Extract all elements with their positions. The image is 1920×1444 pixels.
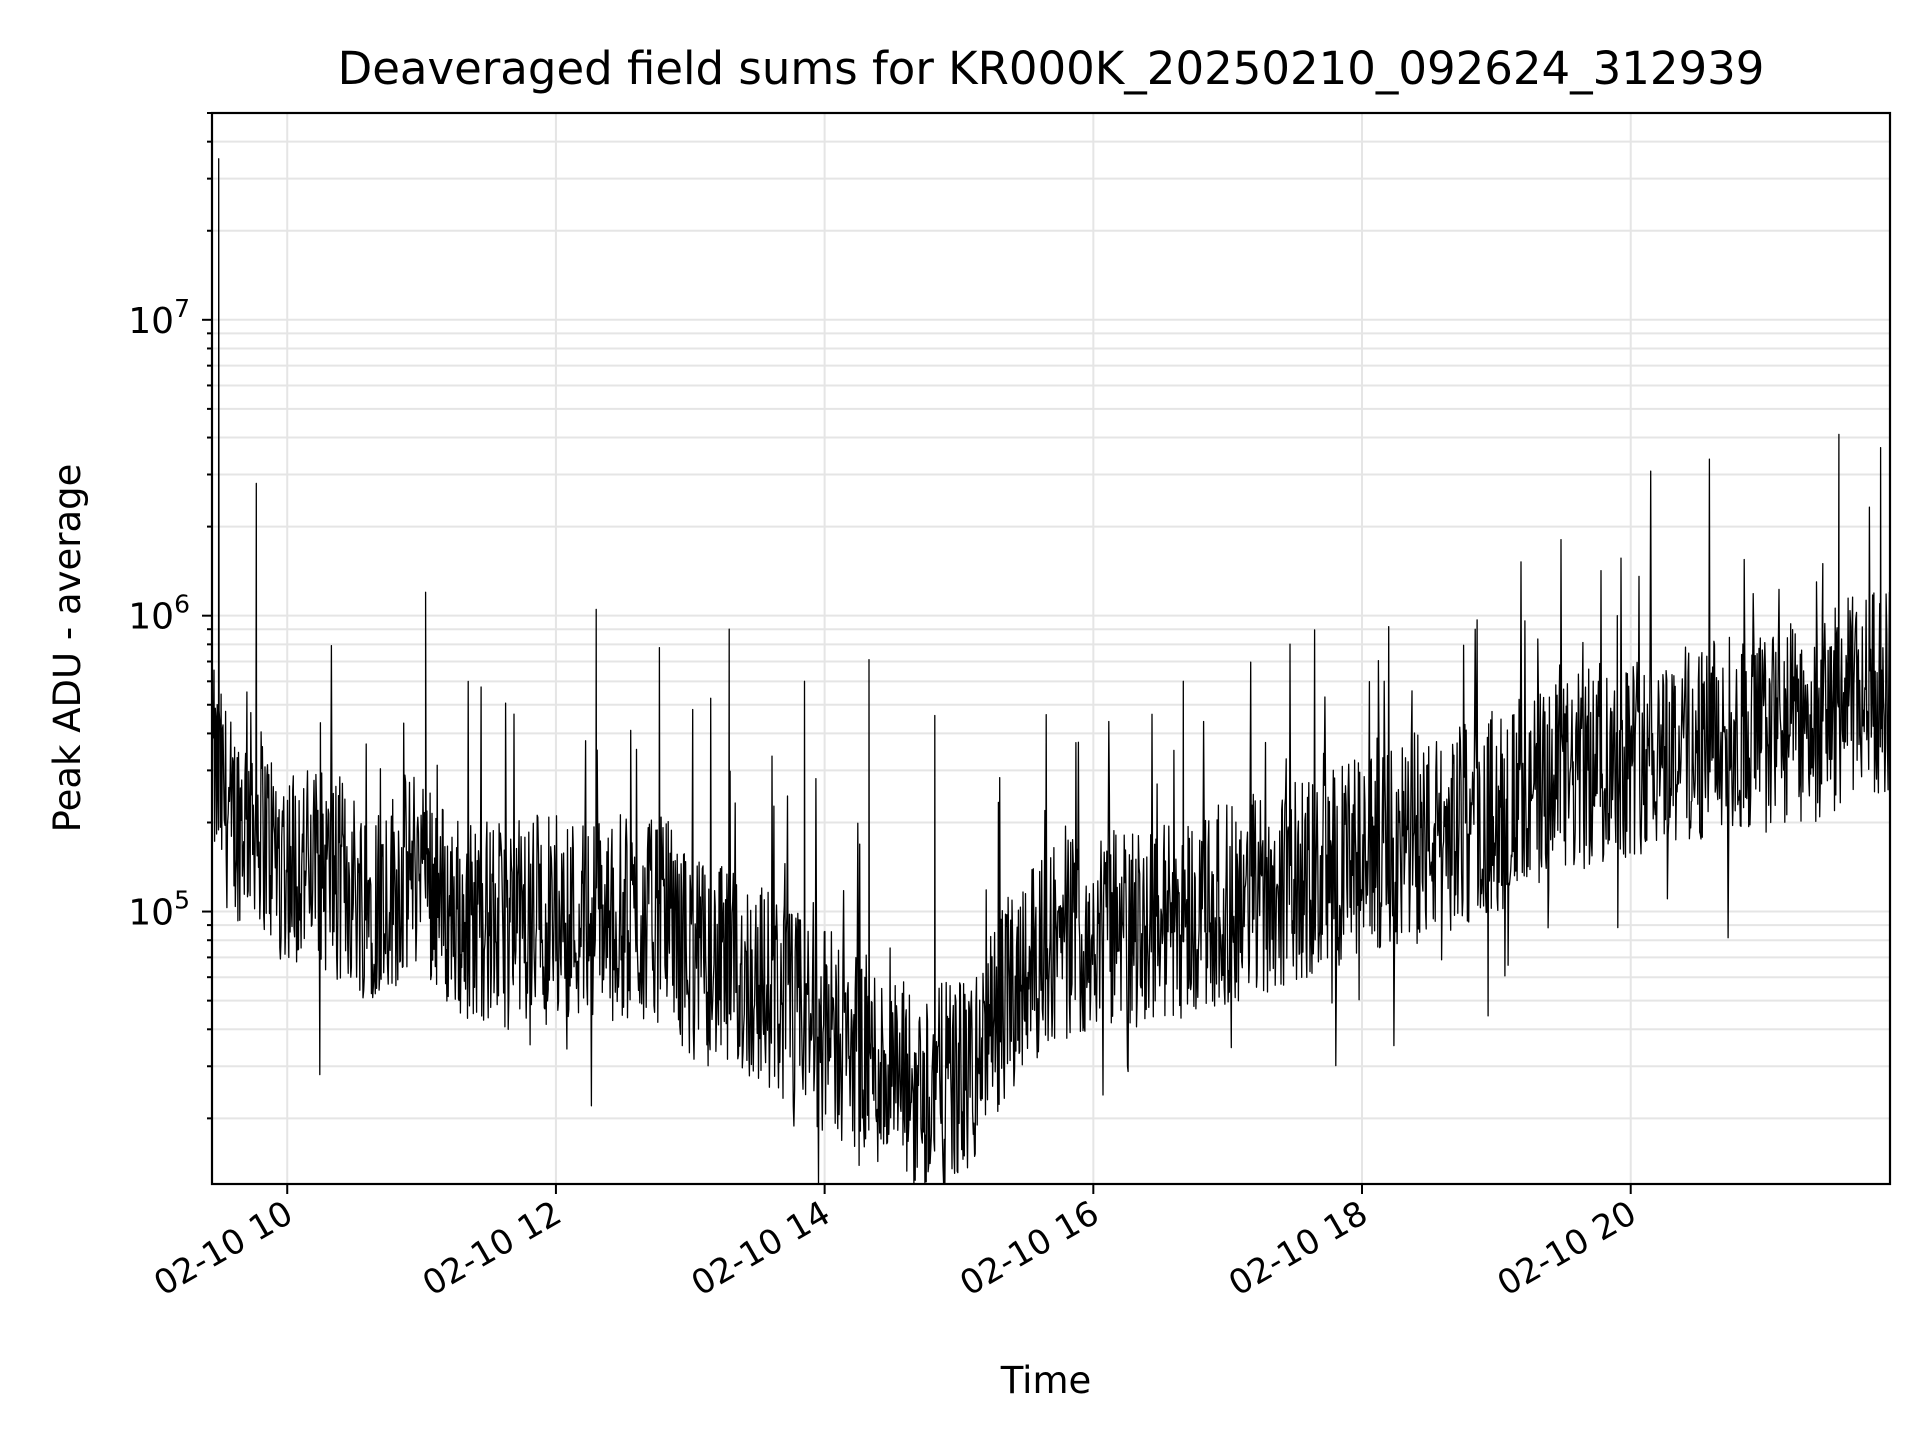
y-tick-labels: 105 106 107: [128, 294, 190, 934]
x-tick-label: 02-10 12: [416, 1193, 568, 1304]
x-tick-label: 02-10 20: [1491, 1193, 1643, 1304]
y-tick-label: 106: [128, 590, 190, 638]
y-tick-label: 105: [128, 886, 190, 934]
chart-title: Deaveraged field sums for KR000K_2025021…: [338, 42, 1765, 95]
x-tick-label: 02-10 10: [147, 1193, 299, 1304]
x-axis-label: Time: [1000, 1359, 1092, 1402]
x-tick-labels: 02-10 10 02-10 12 02-10 14 02-10 16 02-10 18…: [147, 1193, 1643, 1304]
y-axis-label: Peak ADU - average: [46, 464, 89, 833]
x-tick-label: 02-10 16: [953, 1193, 1105, 1304]
x-tick-label: 02-10 14: [685, 1193, 837, 1304]
x-tick-label: 02-10 18: [1222, 1193, 1374, 1304]
ticks: [202, 112, 1632, 1194]
y-tick-label: 107: [128, 294, 190, 342]
plot-frame: [210, 111, 1892, 1186]
series-line: [212, 158, 1891, 1185]
